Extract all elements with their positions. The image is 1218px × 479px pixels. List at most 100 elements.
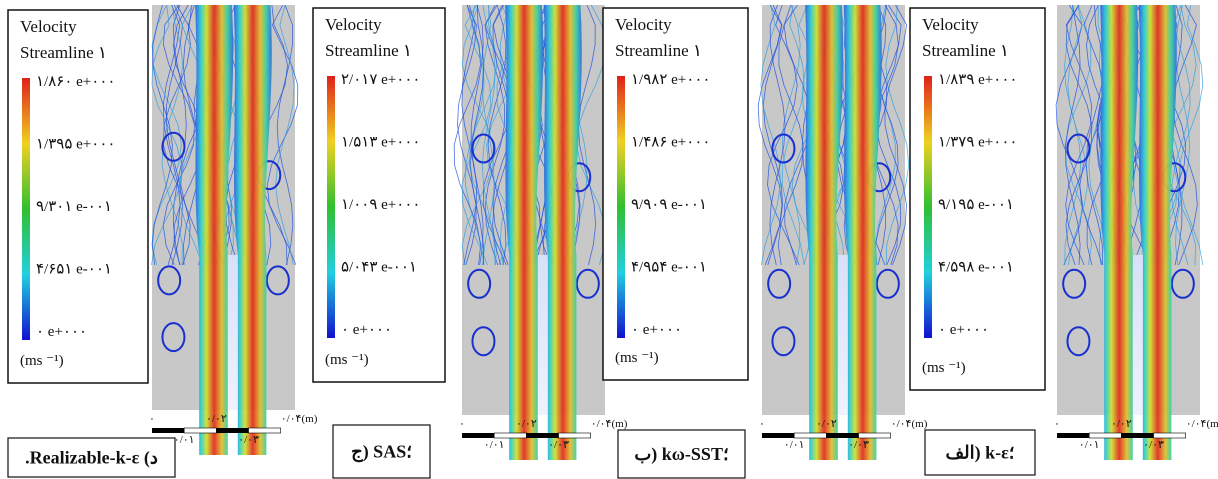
streamline: [1065, 4, 1081, 266]
jet: [195, 5, 234, 455]
legend-box: [602, 7, 749, 381]
scale-black: [462, 433, 495, 438]
panel: Velocity Streamline ۱ ۲/۰۱۷ e+۰۰۰ ۱/۵۱۳ e+۰…: [312, 4, 628, 479]
scale-label: ۰/۰۳: [238, 434, 259, 446]
legend-box: [7, 9, 149, 384]
streamline: [762, 4, 784, 266]
scale-label: ۰/۰۳: [548, 439, 569, 451]
panel: Velocity Streamline ۱ ۱/۸۶۰ e+۰۰۰ ۱/۳۹۵ e+۰…: [7, 4, 318, 478]
scale-label: ۰/۰۱: [1079, 439, 1100, 451]
jet: [805, 5, 844, 460]
color-bar: [327, 76, 335, 338]
panel: Velocity Streamline ۱ ۱/۹۸۲ e+۰۰۰ ۱/۴۸۶ e+۰…: [602, 4, 928, 479]
tick-label: ۱/۴۸۶ e+۰۰۰: [631, 135, 710, 151]
tick-label: ۰ e+۰۰۰: [341, 322, 392, 338]
streamline: [1171, 4, 1191, 266]
legend-title: Streamline ۱: [615, 41, 702, 60]
jet: [1100, 5, 1139, 460]
streamline: [1085, 4, 1104, 266]
streamline: [760, 4, 781, 266]
scale-label: ۰/۰۴(m): [281, 413, 318, 425]
tick-label: ۱/۹۸۲ e+۰۰۰: [631, 72, 710, 88]
vortex: [771, 326, 796, 357]
scale-white: [793, 432, 827, 439]
tick-label: ۰ e+۰۰۰: [36, 324, 87, 340]
color-bar: [617, 76, 625, 338]
scale-black: [152, 428, 185, 433]
vortex: [1062, 268, 1087, 299]
scale-label: ۰/۰۱: [484, 439, 505, 451]
streamline: [1055, 4, 1084, 266]
streamline: [1065, 4, 1093, 266]
unit-label: (ms ⁻¹): [325, 352, 369, 368]
tick-label: ۴/۵۹۸ e-۰۰۱: [938, 260, 1014, 276]
panel: Velocity Streamline ۱ ۱/۸۳۹ e+۰۰۰ ۱/۳۷۹ e+۰…: [909, 4, 1218, 476]
scale-label: ۰/۰۴(m): [591, 418, 628, 430]
scale-label: ۰/۰۲: [206, 413, 227, 425]
scale-black: [1057, 433, 1090, 438]
tick-label: ۱/۳۹۵ e+۰۰۰: [36, 137, 115, 153]
scale-white: [1088, 432, 1122, 439]
vortex: [575, 268, 600, 299]
plate: [837, 255, 848, 415]
streamline: [162, 4, 181, 266]
streamline: [465, 4, 485, 266]
vortex: [1066, 133, 1091, 164]
scale-label: ۰/۰۴(m): [1186, 418, 1218, 430]
vortex: [1170, 268, 1195, 299]
scale-label: ۰/۰۴(m): [891, 418, 928, 430]
scale-black: [1121, 433, 1154, 438]
vortex: [467, 268, 492, 299]
tick-label: ۵/۰۴۳ e-۰۰۱: [341, 260, 417, 276]
streamline: [276, 4, 294, 266]
scale-label: ۰/۰۱: [174, 434, 195, 446]
streamline: [884, 4, 908, 266]
streamline: [151, 4, 173, 266]
tick-label: ۱/۳۷۹ e+۰۰۰: [938, 135, 1017, 151]
legend-box: [909, 7, 1046, 391]
unit-label: (ms ⁻¹): [922, 360, 966, 376]
streamline: [484, 4, 505, 266]
streamline: [161, 4, 184, 266]
legend-title: Velocity: [615, 15, 672, 34]
caption: ج) SAS؛: [351, 442, 412, 463]
unit-label: (ms ⁻¹): [20, 353, 64, 369]
streamline: [885, 4, 910, 266]
vortex: [471, 326, 496, 357]
tick-label: ۱/۰۰۹ e+۰۰۰: [341, 197, 420, 213]
streamline: [1079, 4, 1105, 266]
legend-title: Velocity: [20, 17, 77, 36]
jet: [233, 5, 272, 455]
tick-label: ۰ e+۰۰۰: [938, 322, 989, 338]
vortex: [471, 133, 496, 164]
streamline: [781, 4, 805, 266]
streamline: [470, 4, 485, 266]
streamline: [453, 4, 482, 266]
streamline: [151, 4, 183, 266]
scale-black: [216, 428, 249, 433]
scale-white: [1153, 432, 1187, 439]
tick-label: ۱/۵۱۳ e+۰۰۰: [341, 135, 420, 151]
tick-label: ۰ e+۰۰۰: [631, 322, 682, 338]
legend-title: Velocity: [922, 15, 979, 34]
jet: [843, 5, 882, 460]
scale-label: ۰: [1054, 418, 1060, 430]
scale-label: ۰: [149, 413, 155, 425]
streamline: [1065, 4, 1093, 266]
tick-label: ۴/۶۵۱ e-۰۰۱: [36, 262, 112, 278]
tick-label: ۱/۸۳۹ e+۰۰۰: [938, 72, 1017, 88]
streamline: [172, 4, 187, 266]
vortex: [157, 265, 182, 296]
scale-label: ۰/۰۲: [516, 418, 537, 430]
scale-black: [526, 433, 559, 438]
scale-label: ۰: [759, 418, 765, 430]
color-bar: [924, 76, 932, 338]
scale-white: [248, 427, 281, 434]
caption-box: [7, 437, 176, 478]
streamline: [163, 4, 191, 266]
streamline: [162, 4, 195, 266]
streamline: [461, 4, 478, 266]
tick-label: ۹/۹۰۹ e-۰۰۱: [631, 197, 707, 213]
